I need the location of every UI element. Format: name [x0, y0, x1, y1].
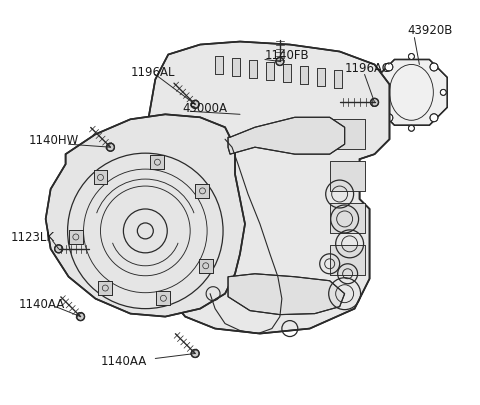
Polygon shape [98, 281, 112, 295]
Polygon shape [195, 184, 209, 198]
Text: 1123LK: 1123LK [11, 231, 55, 244]
Polygon shape [334, 71, 342, 89]
Polygon shape [228, 118, 345, 155]
Polygon shape [249, 61, 257, 79]
Polygon shape [330, 245, 365, 275]
Text: 43920B: 43920B [408, 24, 453, 37]
Polygon shape [199, 259, 213, 273]
Text: 1196AC: 1196AC [345, 62, 391, 75]
Circle shape [440, 90, 446, 96]
Polygon shape [148, 43, 389, 334]
Polygon shape [266, 63, 274, 81]
Polygon shape [376, 60, 447, 126]
Circle shape [408, 54, 414, 60]
Polygon shape [330, 120, 365, 150]
Circle shape [77, 313, 84, 321]
Polygon shape [330, 203, 365, 233]
Polygon shape [150, 156, 165, 170]
Text: 1140FB: 1140FB [265, 49, 310, 62]
Circle shape [191, 350, 199, 358]
Polygon shape [215, 58, 223, 75]
Polygon shape [330, 162, 365, 192]
Polygon shape [156, 292, 170, 305]
Circle shape [376, 90, 383, 96]
Circle shape [371, 99, 379, 107]
Circle shape [55, 245, 62, 253]
Polygon shape [232, 60, 240, 77]
Text: 1140HW: 1140HW [29, 133, 79, 146]
Polygon shape [317, 69, 324, 87]
Circle shape [385, 115, 393, 122]
Polygon shape [94, 171, 108, 185]
Text: 45000A: 45000A [182, 102, 227, 115]
Polygon shape [228, 274, 345, 315]
Text: 1140AA: 1140AA [100, 354, 147, 367]
Text: 1140AA: 1140AA [19, 297, 65, 310]
Text: 1196AL: 1196AL [131, 66, 175, 79]
Circle shape [191, 101, 199, 109]
Circle shape [430, 64, 438, 72]
Polygon shape [69, 230, 83, 244]
Circle shape [107, 144, 114, 152]
Circle shape [408, 126, 414, 132]
Polygon shape [300, 67, 308, 85]
Circle shape [430, 115, 438, 122]
Circle shape [276, 58, 284, 66]
Polygon shape [46, 115, 245, 317]
Polygon shape [283, 65, 291, 83]
Circle shape [385, 64, 393, 72]
